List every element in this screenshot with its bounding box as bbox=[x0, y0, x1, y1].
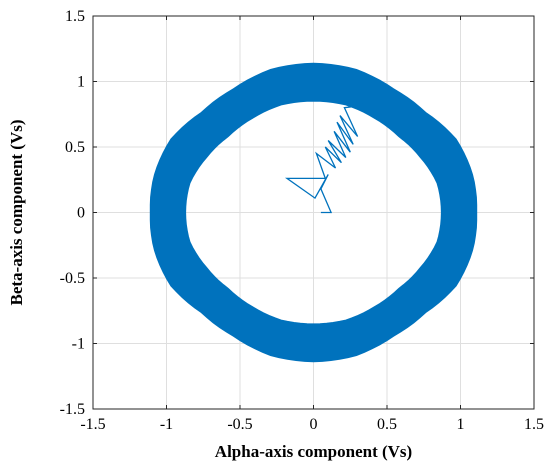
x-tick-label: 0.5 bbox=[377, 416, 397, 433]
x-axis-title: Alpha-axis component (Vs) bbox=[215, 442, 412, 461]
y-tick-label: 1.5 bbox=[65, 8, 85, 25]
startup-trajectory-line bbox=[284, 99, 366, 214]
axis-ticks: -1.5 -1 -0.5 0 0.5 1 1.5 -1.5 -1 -0.5 0 0.5 1 1.5 bbox=[60, 8, 544, 433]
steady-state-ring bbox=[149, 62, 478, 363]
x-tick-label: 0 bbox=[310, 416, 318, 433]
y-tick-label: -0.5 bbox=[60, 270, 85, 287]
x-tick-label: -0.5 bbox=[227, 416, 252, 433]
x-tick-label: 1 bbox=[457, 416, 465, 433]
x-tick-label: -1 bbox=[160, 416, 173, 433]
x-tick-label: -1.5 bbox=[80, 416, 105, 433]
y-tick-label: 1 bbox=[77, 74, 85, 91]
y-tick-label: -1.5 bbox=[60, 401, 85, 418]
y-tick-label: 0.5 bbox=[65, 139, 85, 156]
x-tick-label: 1.5 bbox=[524, 416, 544, 433]
y-tick-label: 0 bbox=[77, 205, 85, 222]
y-axis-title: Beta-axis component (Vs) bbox=[7, 119, 26, 305]
data-layer bbox=[149, 62, 478, 363]
y-tick-label: -1 bbox=[72, 336, 85, 353]
